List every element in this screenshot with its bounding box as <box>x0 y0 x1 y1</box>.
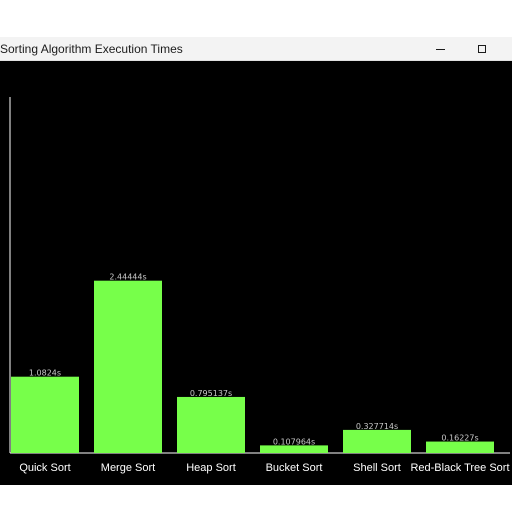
value-label-4: 0.107964s <box>273 437 315 446</box>
bar-6 <box>426 441 494 453</box>
value-label-3: 0.795137s <box>190 389 232 398</box>
value-label-1: 1.0824s <box>29 369 61 378</box>
top-strip <box>0 0 512 37</box>
bottom-strip <box>0 485 512 512</box>
plot-area: 1.0824s Quick Sort 2.44444s Merge Sort 0.795… <box>0 61 512 485</box>
maximize-button[interactable] <box>462 37 502 61</box>
value-label-5: 0.327714s <box>356 422 398 431</box>
minimize-button[interactable] <box>420 37 460 61</box>
maximize-icon <box>478 45 486 53</box>
window-title: Sorting Algorithm Execution Times <box>0 42 183 56</box>
value-label-2: 2.44444s <box>109 273 146 282</box>
minimize-icon <box>435 48 445 50</box>
bar-5 <box>343 429 411 453</box>
category-label-1: Quick Sort <box>19 462 70 474</box>
bar-chart: 1.0824s Quick Sort 2.44444s Merge Sort 0.795… <box>9 97 510 474</box>
bar-2 <box>94 280 162 453</box>
title-bar: Sorting Algorithm Execution Times <box>0 37 512 61</box>
value-label-6: 0.16227s <box>441 434 478 443</box>
category-label-6: Red-Black Tree Sort <box>410 462 509 474</box>
chart-window: Sorting Algorithm Execution Times 1.0824… <box>0 37 512 485</box>
category-label-5: Shell Sort <box>353 462 401 474</box>
bar-3 <box>177 396 245 453</box>
category-label-3: Heap Sort <box>186 462 236 474</box>
category-label-4: Bucket Sort <box>266 462 323 474</box>
bar-1 <box>11 376 79 453</box>
bar-4 <box>260 445 328 453</box>
category-label-2: Merge Sort <box>101 462 155 474</box>
